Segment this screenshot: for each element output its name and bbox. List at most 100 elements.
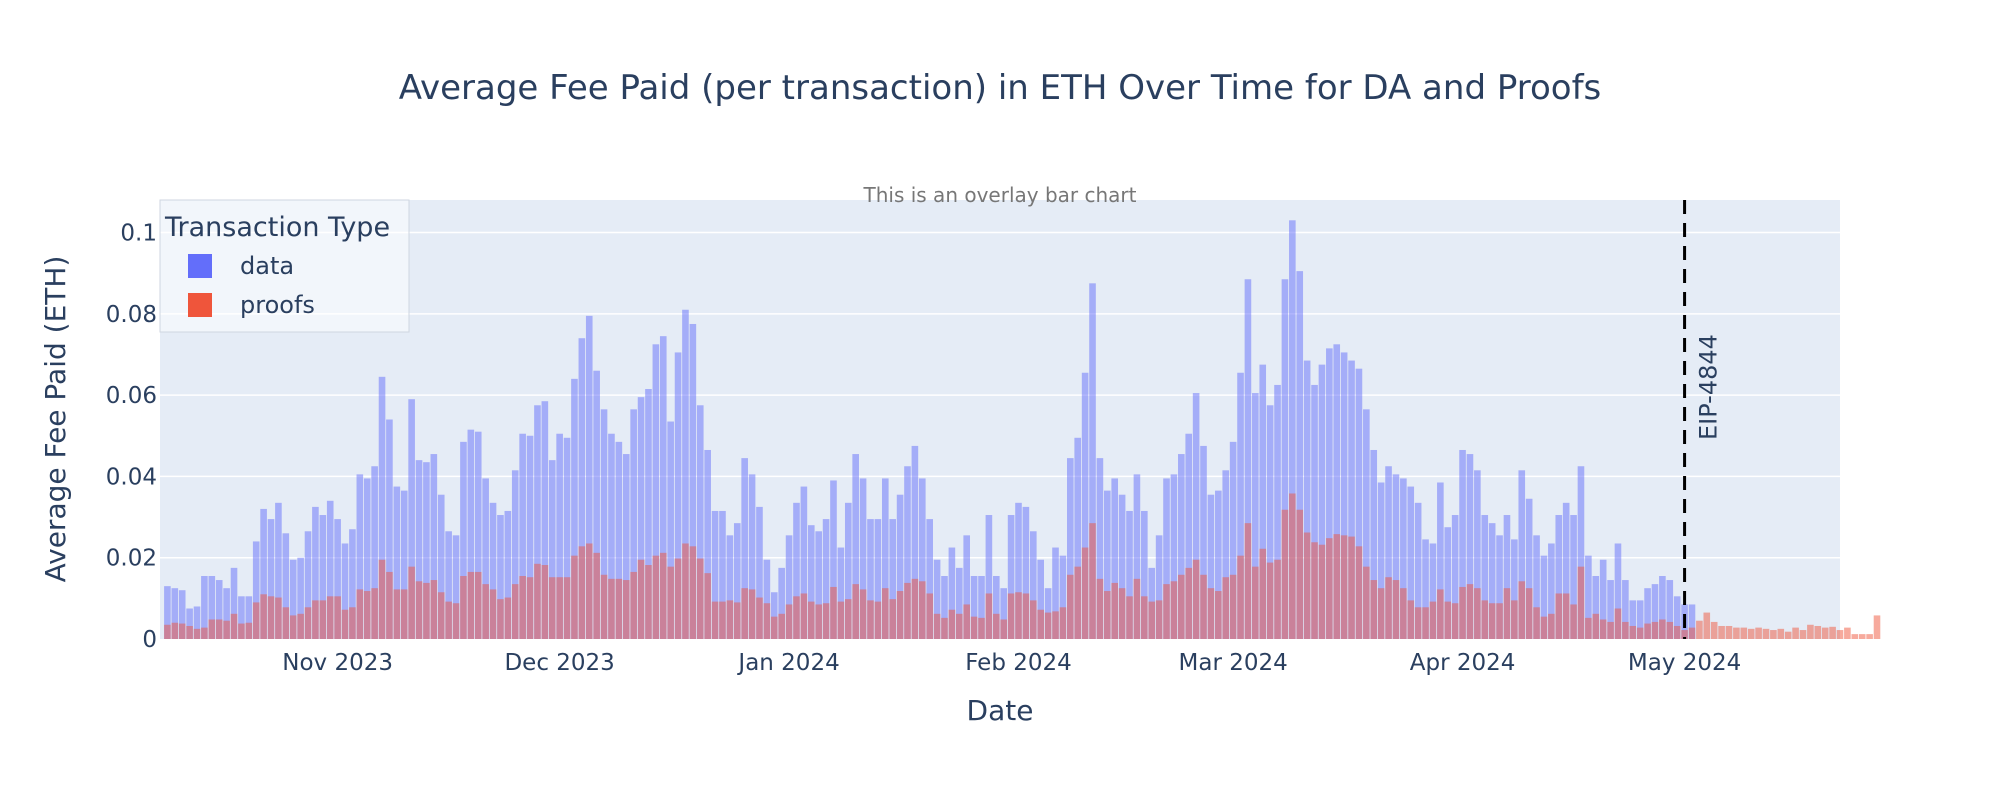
bar-proofs[interactable]	[1215, 591, 1222, 639]
bar-data[interactable]	[1429, 543, 1437, 639]
bar-data[interactable]	[563, 437, 571, 639]
bar-data[interactable]	[312, 506, 319, 639]
bar-proofs[interactable]	[689, 546, 697, 639]
bar-proofs[interactable]	[918, 581, 926, 639]
bar-proofs[interactable]	[859, 589, 867, 639]
bar-data[interactable]	[689, 323, 697, 639]
bar-proofs[interactable]	[1348, 536, 1355, 639]
bar-proofs[interactable]	[1163, 584, 1170, 640]
bar-proofs[interactable]	[1081, 547, 1089, 639]
bar-proofs[interactable]	[1318, 544, 1326, 639]
bar-data[interactable]	[1185, 433, 1193, 639]
bar-data[interactable]	[926, 519, 933, 639]
bar-proofs[interactable]	[437, 592, 445, 639]
bar-data[interactable]	[622, 454, 630, 639]
bar-data[interactable]	[282, 533, 290, 639]
bar-data[interactable]	[1673, 596, 1681, 639]
bar-data[interactable]	[1659, 576, 1666, 639]
bar-data[interactable]	[208, 576, 216, 639]
bar-data[interactable]	[1170, 474, 1178, 640]
bar-data[interactable]	[1459, 449, 1466, 639]
bar-proofs[interactable]	[1614, 608, 1622, 639]
bar-data[interactable]	[1511, 539, 1518, 639]
bar-proofs[interactable]	[1644, 623, 1651, 639]
bar-proofs[interactable]	[1118, 588, 1126, 639]
bar-proofs[interactable]	[1170, 581, 1178, 639]
bar-data[interactable]	[193, 606, 201, 639]
bar-proofs[interactable]	[896, 591, 904, 639]
bar-data[interactable]	[504, 510, 512, 639]
bar-data[interactable]	[1155, 535, 1163, 639]
bar-data[interactable]	[911, 445, 919, 639]
bar-proofs[interactable]	[1836, 630, 1844, 639]
bar-proofs[interactable]	[978, 617, 985, 639]
bar-proofs[interactable]	[1266, 562, 1274, 639]
bar-data[interactable]	[659, 336, 667, 639]
bar-proofs[interactable]	[1777, 628, 1785, 639]
bar-proofs[interactable]	[304, 607, 312, 639]
bar-proofs[interactable]	[1141, 596, 1148, 639]
bar-data[interactable]	[541, 401, 549, 639]
bar-data[interactable]	[363, 478, 371, 639]
bar-proofs[interactable]	[423, 582, 430, 639]
bar-data[interactable]	[460, 441, 467, 639]
bar-data[interactable]	[733, 523, 741, 639]
bar-data[interactable]	[548, 460, 556, 639]
bar-data[interactable]	[1562, 502, 1570, 639]
bar-data[interactable]	[1067, 458, 1074, 639]
bar-data[interactable]	[844, 502, 852, 639]
bar-data[interactable]	[1326, 348, 1333, 639]
bar-data[interactable]	[304, 531, 312, 639]
bar-proofs[interactable]	[682, 543, 689, 639]
bar-proofs[interactable]	[467, 571, 475, 639]
bar-proofs[interactable]	[245, 622, 253, 639]
bar-data[interactable]	[585, 315, 593, 639]
bar-proofs[interactable]	[460, 576, 467, 639]
bar-data[interactable]	[1451, 515, 1459, 639]
bar-data[interactable]	[645, 389, 652, 639]
legend-label-data[interactable]: data	[240, 252, 294, 280]
bar-proofs[interactable]	[719, 601, 726, 639]
bar-proofs[interactable]	[645, 565, 652, 639]
bar-data[interactable]	[1651, 584, 1659, 640]
bar-proofs[interactable]	[726, 600, 734, 639]
bar-data[interactable]	[1037, 559, 1044, 639]
bar-proofs[interactable]	[807, 601, 815, 639]
bar-data[interactable]	[993, 576, 1000, 639]
bar-data[interactable]	[1259, 364, 1267, 640]
bar-proofs[interactable]	[548, 577, 556, 639]
bar-data[interactable]	[1333, 344, 1341, 639]
bar-proofs[interactable]	[1488, 603, 1496, 639]
bar-proofs[interactable]	[578, 546, 586, 639]
bar-data[interactable]	[1607, 580, 1614, 639]
bar-data[interactable]	[356, 474, 364, 640]
bar-data[interactable]	[230, 567, 238, 639]
bar-proofs[interactable]	[1636, 627, 1644, 639]
bar-data[interactable]	[1096, 458, 1104, 639]
bar-proofs[interactable]	[711, 601, 719, 639]
legend-label-proofs[interactable]: proofs	[240, 291, 315, 319]
bar-proofs[interactable]	[1725, 625, 1733, 639]
bar-proofs[interactable]	[741, 588, 748, 639]
bar-data[interactable]	[608, 433, 615, 639]
bar-data[interactable]	[1059, 555, 1067, 639]
bar-data[interactable]	[896, 494, 904, 639]
bar-proofs[interactable]	[260, 594, 267, 639]
bar-proofs[interactable]	[1155, 600, 1163, 639]
bar-proofs[interactable]	[844, 599, 852, 639]
bar-data[interactable]	[1081, 372, 1089, 639]
bar-data[interactable]	[423, 462, 430, 639]
bar-data[interactable]	[807, 525, 815, 639]
bar-proofs[interactable]	[830, 586, 837, 639]
bar-data[interactable]	[1074, 437, 1082, 639]
bar-proofs[interactable]	[608, 578, 615, 639]
bar-proofs[interactable]	[1747, 628, 1755, 639]
bar-proofs[interactable]	[889, 599, 896, 639]
bar-proofs[interactable]	[815, 604, 822, 639]
bar-data[interactable]	[1303, 360, 1311, 639]
bar-proofs[interactable]	[1089, 523, 1096, 639]
bar-proofs[interactable]	[1666, 621, 1674, 639]
bar-proofs[interactable]	[1281, 509, 1289, 639]
bar-proofs[interactable]	[178, 623, 186, 639]
bar-proofs[interactable]	[793, 596, 800, 639]
